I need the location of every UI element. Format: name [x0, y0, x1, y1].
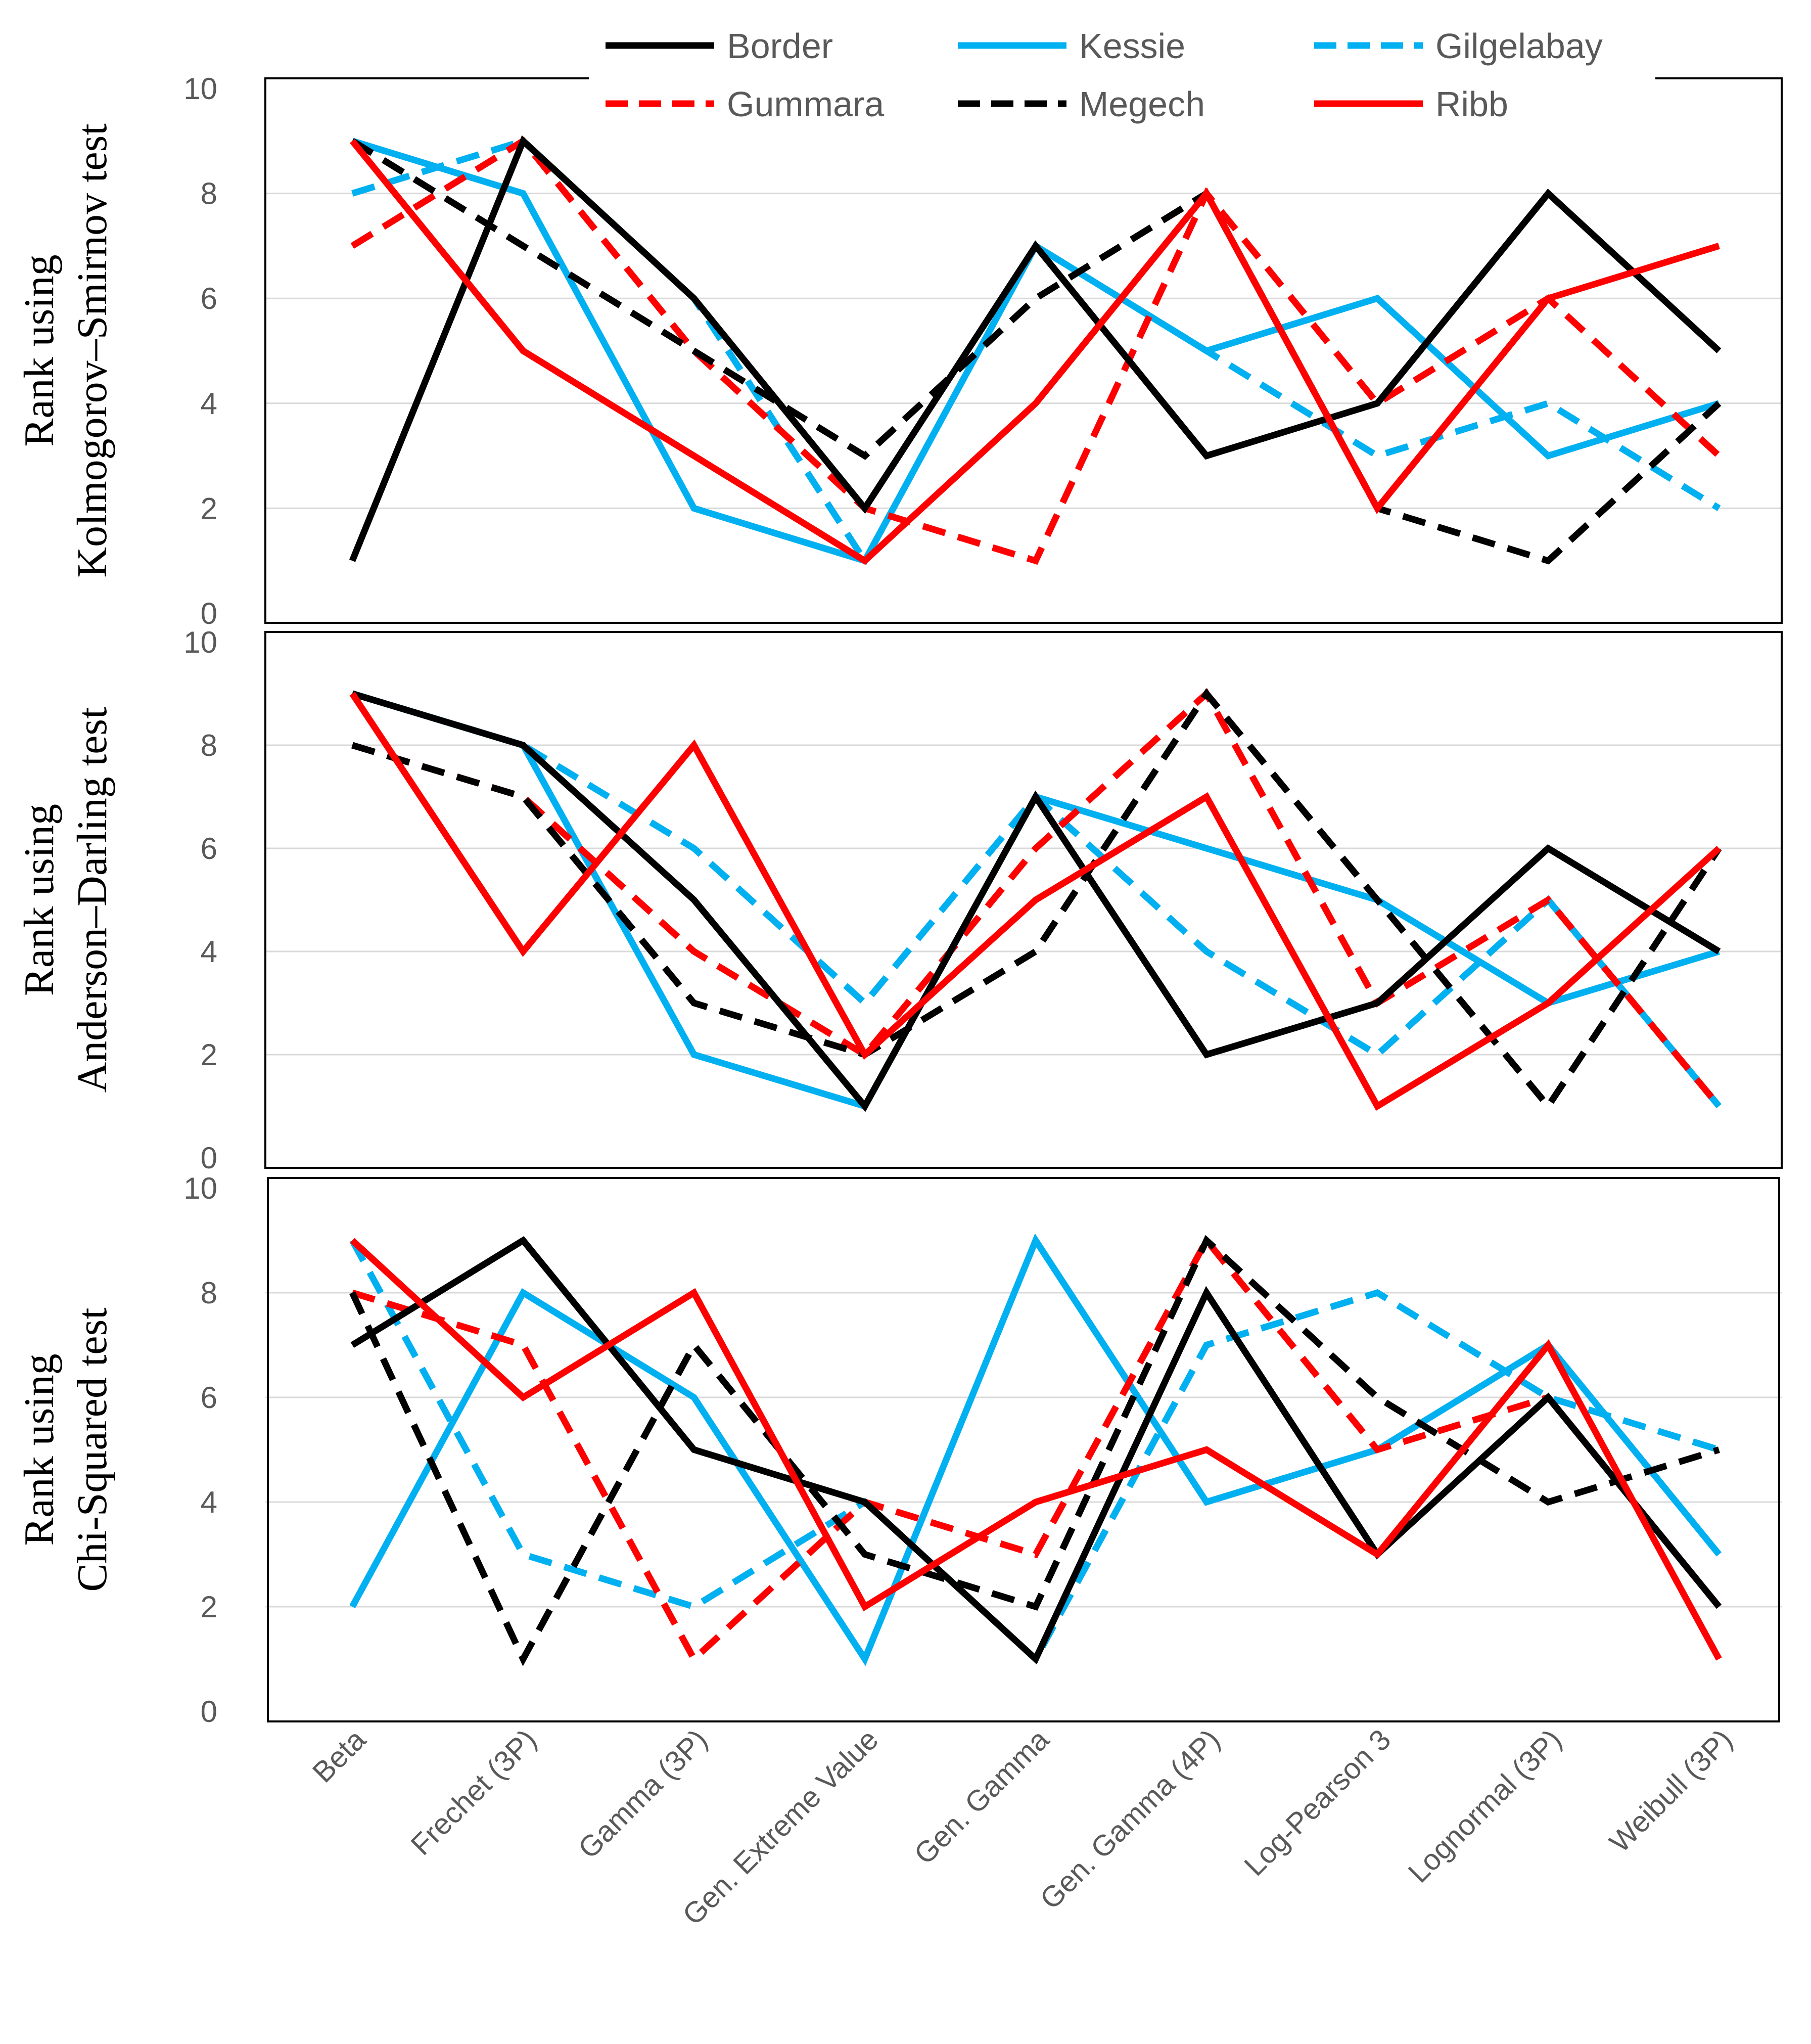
x-tick-label: Gen. Gamma (4P) [1034, 1723, 1226, 1916]
legend: Border Kessie Gilgelabay Gummara Megech Ribb [589, 15, 1655, 126]
legend-background [589, 15, 1655, 126]
y-axis-label-line: Anderson–Darling test [69, 707, 116, 1093]
x-tick-label: Log-Pearson 3 [1238, 1723, 1397, 1882]
y-tick-label: 8 [201, 1276, 217, 1310]
series-line-megech [350, 138, 1722, 565]
series-line-border [349, 135, 1722, 562]
panel-1: 0 2 4 6 8 10 Rank using Kolmogorov–Smirnov test [16, 72, 1783, 630]
legend-label-gilgelabay: Gilgelabay [1435, 26, 1603, 66]
x-tick-label: Weibull (3P) [1603, 1723, 1739, 1859]
series-line-ribb [349, 139, 1720, 565]
panel-frame [264, 631, 1783, 1169]
y-axis-label: Rank using Chi-Squared test [16, 1307, 116, 1592]
y-tick-label: 10 [183, 1171, 217, 1205]
y-tick-label: 10 [183, 72, 217, 106]
series-line-gummara [351, 688, 1722, 1109]
y-tick-label: 10 [183, 625, 217, 659]
y-tick-label: 6 [201, 282, 217, 315]
y-tick-label: 4 [201, 935, 217, 969]
y-tick-label: 2 [201, 1038, 217, 1072]
x-tick-label: Beta [306, 1723, 373, 1789]
y-axis-label-line: Rank using [16, 804, 63, 996]
y-tick-label: 6 [201, 1381, 217, 1415]
y-tick-label: 4 [201, 1485, 217, 1519]
series-line-ribb [350, 1238, 1722, 1661]
series-line-border [351, 690, 1721, 1112]
x-tick-label: Frechet (3P) [404, 1723, 543, 1861]
series-line-border [350, 1236, 1722, 1665]
legend-label-ribb: Ribb [1435, 84, 1508, 124]
x-tick-label: Gen. Gamma [908, 1723, 1056, 1871]
y-axis-label-line: Rank using [16, 1353, 63, 1546]
y-tick-label: 4 [201, 387, 217, 421]
panel-frame [267, 1177, 1780, 1722]
y-tick-label: 2 [201, 1590, 217, 1624]
panel-3: 0 2 4 6 8 10 Rank using Chi-Squared test [16, 1171, 1782, 1729]
y-axis-label-line: Rank using [16, 254, 63, 446]
legend-label-gummara: Gummara [727, 84, 884, 124]
y-tick-label: 0 [201, 1695, 217, 1729]
y-tick-label: 0 [201, 1141, 217, 1175]
legend-label-megech: Megech [1079, 84, 1205, 124]
y-axis-label: Rank using Kolmogorov–Smirnov test [16, 123, 116, 577]
y-axis-label-line: Kolmogorov–Smirnov test [69, 123, 116, 577]
y-tick-label: 8 [201, 729, 217, 762]
series-line-gummara [350, 137, 1722, 565]
y-tick-label: 2 [201, 491, 217, 525]
series-line-gilgelabay [351, 137, 1721, 567]
legend-label-border: Border [727, 26, 833, 66]
x-tick-label: Gamma (3P) [572, 1723, 714, 1865]
x-tick-label: Gen. Extreme Value [676, 1723, 885, 1931]
y-tick-label: 8 [201, 177, 217, 211]
series-line-ribb [349, 692, 1722, 1111]
y-axis-label-line: Chi-Squared test [69, 1307, 116, 1592]
x-tick-label: Lognormal (3P) [1402, 1723, 1568, 1889]
series-line-kessie [351, 138, 1720, 565]
y-tick-label: 6 [201, 832, 217, 866]
legend-label-kessie: Kessie [1079, 26, 1185, 66]
y-tick-label: 0 [201, 597, 217, 630]
series-line-megech [349, 1235, 1720, 1666]
series-line-kessie [349, 1233, 1722, 1666]
y-axis-label: Rank using Anderson–Darling test [16, 707, 116, 1093]
panel-2: 0 2 4 6 8 10 Rank using Anderson–Darling test [16, 625, 1783, 1175]
